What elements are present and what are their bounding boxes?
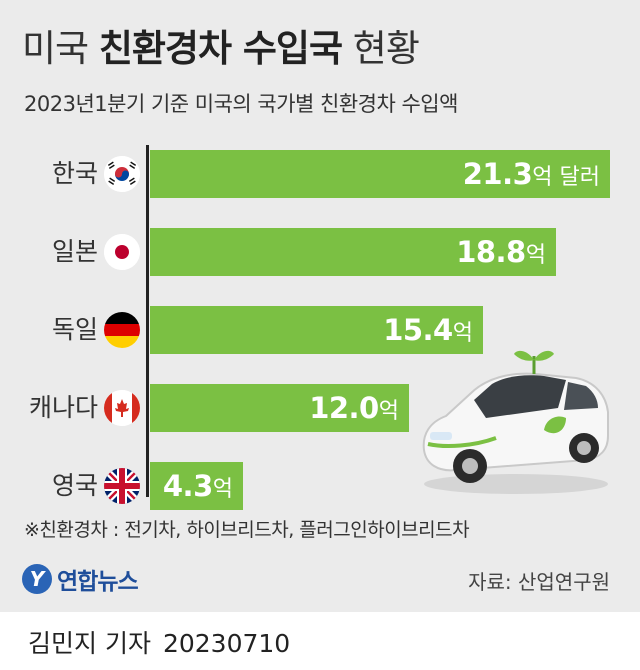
title-highlight: 친환경차 수입국 xyxy=(98,27,343,70)
category-label: 캐나다 xyxy=(28,393,98,422)
category-label: 일본 xyxy=(51,237,98,266)
data-label-unit: 억 xyxy=(212,477,233,502)
yonhap-logo: Y 연합뉴스 xyxy=(22,562,139,596)
data-label-value: 12.0 xyxy=(309,391,379,425)
title-suffix: 현황 xyxy=(342,27,420,70)
data-label-value: 4.3 xyxy=(162,469,213,503)
data-label-unit: 억 xyxy=(378,399,399,424)
korea-flag-icon xyxy=(104,156,140,192)
data-label-unit: 억 xyxy=(452,321,473,346)
source-label: 자료: 산업연구원 xyxy=(468,570,610,594)
eco-car-icon xyxy=(422,350,609,494)
bar: 12.0억 xyxy=(150,384,409,432)
category-label: 영국 xyxy=(51,471,98,500)
category-label: 한국 xyxy=(51,159,98,188)
data-label: 15.4억 xyxy=(383,306,473,354)
infographic-panel: 미국 친환경차 수입국 현황 2023년1분기 기준 미국의 국가별 친환경차 … xyxy=(0,0,640,612)
canada-flag-icon xyxy=(104,390,140,426)
germany-flag-icon xyxy=(104,312,140,348)
category-axis-line xyxy=(146,145,149,497)
footnote: ※친환경차 : 전기차, 하이브리드차, 플러그인하이브리드차 xyxy=(24,519,470,541)
yonhap-logo-mark: Y xyxy=(22,564,52,594)
bar: 18.8억 xyxy=(150,228,556,276)
data-label-value: 21.3 xyxy=(462,157,533,191)
japan-flag-icon xyxy=(104,234,140,270)
data-label-unit: 억 달러 xyxy=(532,165,600,190)
byline: 김민지 기자 20230710 xyxy=(28,624,290,660)
bar: 21.3억 달러 xyxy=(150,150,610,198)
publish-date: 20230710 xyxy=(162,629,291,658)
bar: 15.4억 xyxy=(150,306,483,354)
chart-subtitle: 2023년1분기 기준 미국의 국가별 친환경차 수입액 xyxy=(24,92,458,116)
data-label: 4.3억 xyxy=(163,462,233,510)
data-label-value: 18.8 xyxy=(456,235,526,269)
data-label-unit: 억 xyxy=(525,243,546,268)
page-title: 미국 친환경차 수입국 현황 xyxy=(22,18,420,72)
yonhap-logo-text: 연합뉴스 xyxy=(57,569,139,595)
data-label-value: 15.4 xyxy=(383,313,453,347)
data-label: 21.3억 달러 xyxy=(463,150,600,198)
data-label: 18.8억 xyxy=(456,228,546,276)
uk-flag-icon xyxy=(104,468,140,504)
bar: 4.3억 xyxy=(150,462,243,510)
data-label: 12.0억 xyxy=(309,384,399,432)
category-label: 독일 xyxy=(51,315,98,344)
reporter-name: 김민지 기자 xyxy=(28,629,151,658)
title-prefix: 미국 xyxy=(22,27,99,70)
